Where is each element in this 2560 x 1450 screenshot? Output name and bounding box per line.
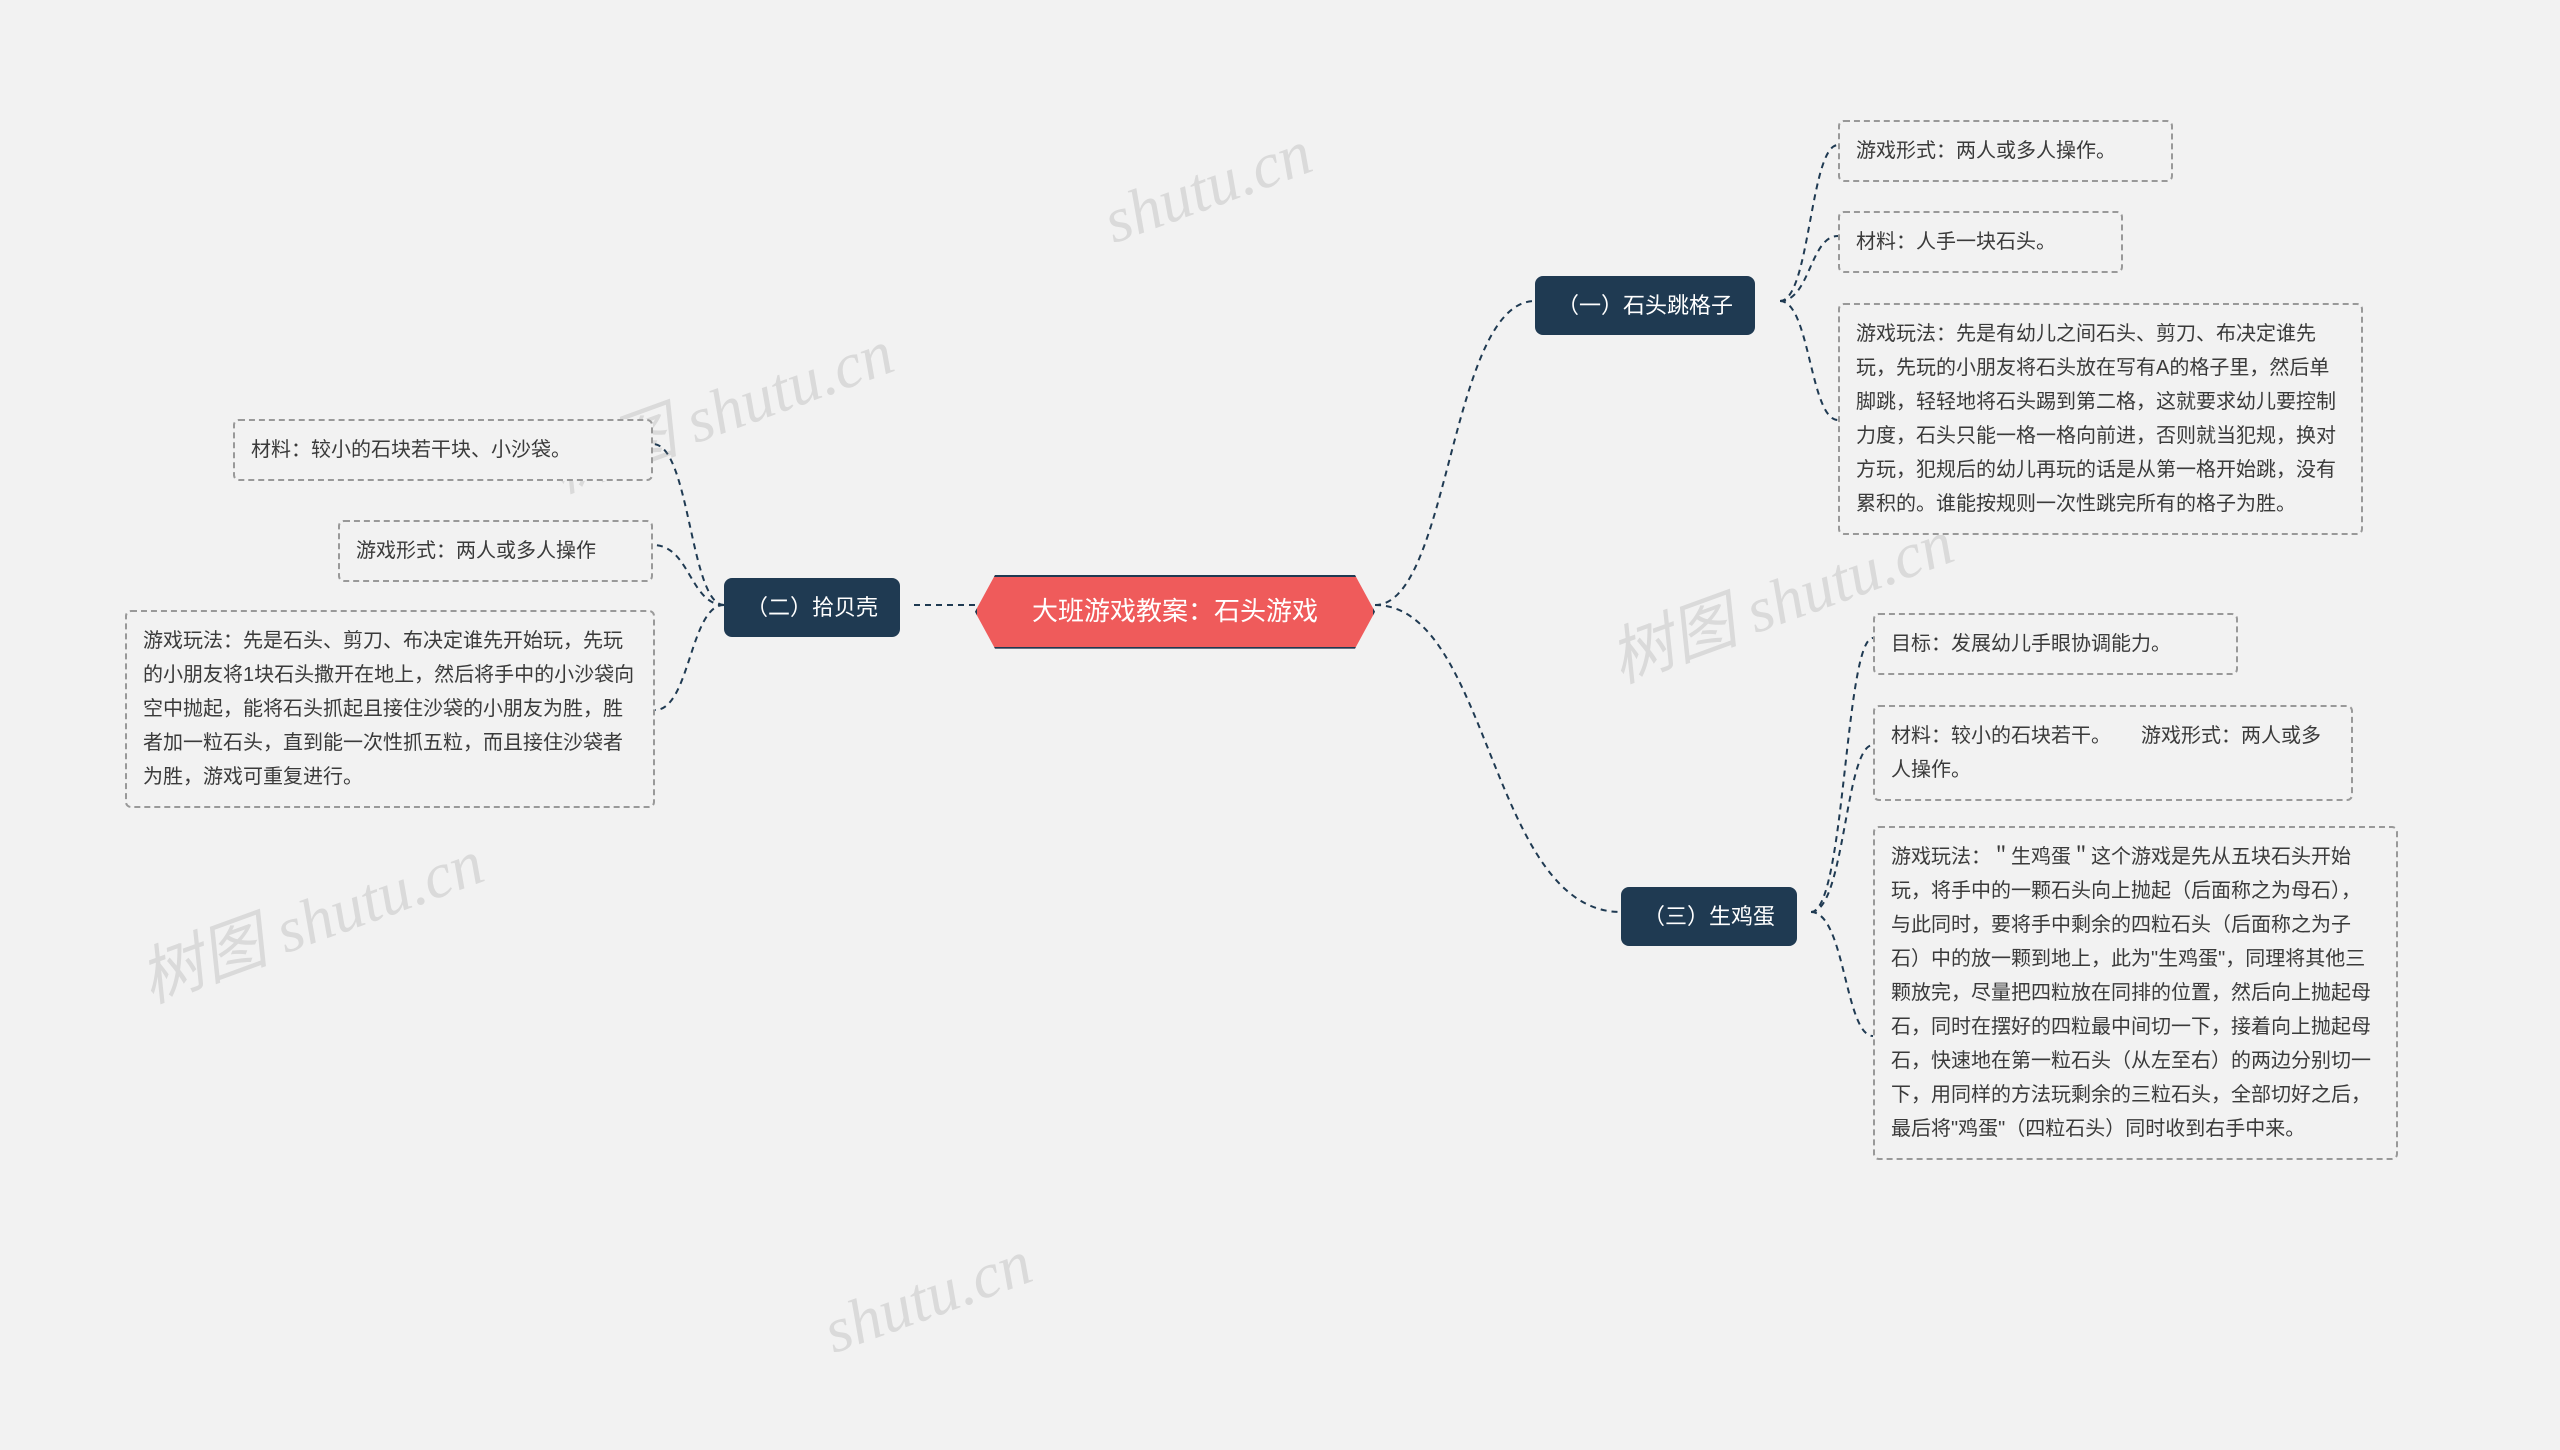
leaf-r1-2: 游戏玩法：＂生鸡蛋＂这个游戏是先从五块石头开始玩，将手中的一颗石头向上抛起（后面… <box>1873 826 2398 1160</box>
leaf-text: 游戏玩法：先是石头、剪刀、布决定谁先开始玩，先玩的小朋友将1块石头撒开在地上，然… <box>143 630 634 788</box>
leaf-text: 游戏形式：两人或多人操作 <box>356 540 596 562</box>
leaf-left-1: 游戏形式：两人或多人操作 <box>338 520 653 582</box>
branch-right-0-label: （一）石头跳格子 <box>1557 293 1733 318</box>
branch-right-1: （三）生鸡蛋 <box>1621 887 1797 946</box>
leaf-r0-1: 材料：人手一块石头。 <box>1838 211 2123 273</box>
branch-left: （二）拾贝壳 <box>724 578 900 637</box>
branch-left-label: （二）拾贝壳 <box>746 595 878 620</box>
leaf-text: 材料：较小的石块若干。 游戏形式：两人或多人操作。 <box>1891 725 2321 781</box>
leaf-r0-2: 游戏玩法：先是有幼儿之间石头、剪刀、布决定谁先玩，先玩的小朋友将石头放在写有A的… <box>1838 303 2363 535</box>
branch-right-0: （一）石头跳格子 <box>1535 276 1755 335</box>
mindmap-center: 大班游戏教案：石头游戏 <box>975 575 1375 649</box>
leaf-text: 游戏形式：两人或多人操作。 <box>1856 140 2116 162</box>
leaf-r1-1: 材料：较小的石块若干。 游戏形式：两人或多人操作。 <box>1873 705 2353 801</box>
leaf-text: 目标：发展幼儿手眼协调能力。 <box>1891 633 2171 655</box>
watermark: 树图 shutu.cn <box>125 811 494 1020</box>
leaf-text: 材料：较小的石块若干块、小沙袋。 <box>251 439 571 461</box>
leaf-left-2: 游戏玩法：先是石头、剪刀、布决定谁先开始玩，先玩的小朋友将1块石头撒开在地上，然… <box>125 610 655 808</box>
leaf-text: 游戏玩法：＂生鸡蛋＂这个游戏是先从五块石头开始玩，将手中的一颗石头向上抛起（后面… <box>1891 846 2371 1140</box>
branch-right-1-label: （三）生鸡蛋 <box>1643 904 1775 929</box>
watermark: shutu.cn <box>1094 115 1321 258</box>
leaf-left-0: 材料：较小的石块若干块、小沙袋。 <box>233 419 653 481</box>
leaf-r1-0: 目标：发展幼儿手眼协调能力。 <box>1873 613 2238 675</box>
leaf-text: 材料：人手一块石头。 <box>1856 231 2056 253</box>
leaf-text: 游戏玩法：先是有幼儿之间石头、剪刀、布决定谁先玩，先玩的小朋友将石头放在写有A的… <box>1856 323 2336 515</box>
leaf-r0-0: 游戏形式：两人或多人操作。 <box>1838 120 2173 182</box>
watermark: shutu.cn <box>814 1225 1041 1368</box>
center-label: 大班游戏教案：石头游戏 <box>1032 596 1318 626</box>
